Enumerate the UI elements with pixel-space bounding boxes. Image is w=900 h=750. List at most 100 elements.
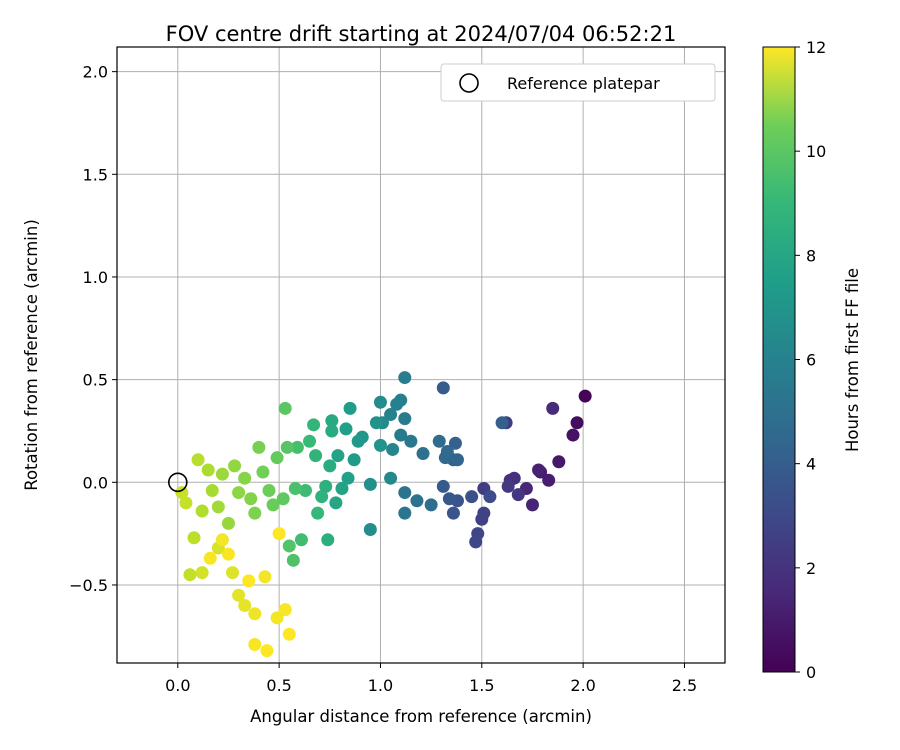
scatter-point xyxy=(311,506,325,520)
x-tick-label: 1.5 xyxy=(469,676,494,695)
colorbar-tick-label: 6 xyxy=(806,351,816,370)
scatter-point xyxy=(321,533,335,547)
scatter-point xyxy=(566,428,580,442)
colorbar-tick-label: 12 xyxy=(806,38,826,57)
scatter-point xyxy=(331,449,345,463)
scatter-point xyxy=(205,484,219,498)
y-tick-label: 0.5 xyxy=(83,371,108,390)
x-tick-label: 0.0 xyxy=(165,676,190,695)
scatter-point xyxy=(495,416,509,430)
scatter-point xyxy=(278,401,292,415)
scatter-point xyxy=(290,440,304,454)
scatter-point xyxy=(329,496,343,510)
legend: Reference platepar xyxy=(440,63,716,102)
scatter-point xyxy=(238,471,252,485)
scatter-point xyxy=(394,428,408,442)
scatter-point xyxy=(552,455,566,469)
scatter-point xyxy=(432,434,446,448)
scatter-point xyxy=(351,434,365,448)
scatter-point xyxy=(242,574,256,588)
legend-reference-marker xyxy=(459,73,479,93)
scatter-point xyxy=(363,523,377,537)
scatter-point xyxy=(195,504,209,518)
legend-label: Reference platepar xyxy=(507,74,660,93)
scatter-point xyxy=(440,445,454,459)
scatter-point xyxy=(339,422,353,436)
x-tick-label: 1.0 xyxy=(368,676,393,695)
y-axis-label: Rotation from reference (arcmin) xyxy=(22,219,41,491)
colorbar-label: Hours from first FF file xyxy=(843,268,862,452)
scatter-point xyxy=(294,533,308,547)
scatter-point xyxy=(303,434,317,448)
scatter-point xyxy=(373,438,387,452)
scatter-point xyxy=(532,463,546,477)
colorbar-gradient xyxy=(762,46,796,673)
legend-box xyxy=(440,63,716,102)
plot-frame xyxy=(116,46,726,664)
x-axis-label: Angular distance from reference (arcmin) xyxy=(250,707,592,726)
scatter-point xyxy=(436,381,450,395)
x-tick-label: 2.0 xyxy=(570,676,595,695)
x-axis-ticks: 0.0 0.5 1.0 1.5 2.0 2.5 xyxy=(165,663,697,695)
scatter-point xyxy=(398,371,412,385)
scatter-point xyxy=(347,453,361,467)
scatter-point xyxy=(442,492,456,506)
y-tick-label: −0.5 xyxy=(69,576,108,595)
scatter-point xyxy=(203,551,217,565)
scatter-point xyxy=(450,453,464,467)
scatter-point xyxy=(525,498,539,512)
scatter-point xyxy=(323,459,337,473)
scatter-point xyxy=(191,453,205,467)
scatter-point xyxy=(570,416,584,430)
scatter-point xyxy=(282,627,296,641)
colorbar: 0 2 4 6 8 10 12 Hours from first FF file xyxy=(762,38,862,682)
scatter-point xyxy=(424,498,438,512)
scatter-point xyxy=(252,440,266,454)
scatter-point xyxy=(373,395,387,409)
scatter-point xyxy=(483,490,497,504)
scatter-point xyxy=(248,506,262,520)
scatter-point xyxy=(183,568,197,582)
y-tick-label: 1.0 xyxy=(83,268,108,287)
scatter-point xyxy=(469,535,483,549)
scatter-point xyxy=(325,414,339,428)
scatter-point xyxy=(578,389,592,403)
scatter-point xyxy=(211,500,225,514)
scatter-point xyxy=(465,490,479,504)
scatter-point xyxy=(195,566,209,580)
scatter-point xyxy=(307,418,321,432)
scatter-point xyxy=(258,570,272,584)
scatter-point xyxy=(319,479,333,493)
y-tick-label: 2.0 xyxy=(83,63,108,82)
y-tick-label: 1.5 xyxy=(83,165,108,184)
scatter-point xyxy=(215,467,229,481)
scatter-point xyxy=(315,490,329,504)
scatter-point xyxy=(226,566,240,580)
scatter-point xyxy=(270,611,284,625)
scatter-point xyxy=(477,506,491,520)
scatter-point xyxy=(288,481,302,495)
scatter-point xyxy=(221,516,235,530)
scatter-point xyxy=(369,416,383,430)
colorbar-tick-label: 4 xyxy=(806,455,816,474)
scatter-point xyxy=(404,434,418,448)
scatter-point xyxy=(228,459,242,473)
x-tick-label: 2.5 xyxy=(672,676,697,695)
colorbar-ticks: 0 2 4 6 8 10 12 xyxy=(795,38,826,682)
scatter-point xyxy=(201,463,215,477)
scatter-point xyxy=(282,539,296,553)
grid xyxy=(117,47,725,663)
x-tick-label: 0.5 xyxy=(266,676,291,695)
scatter-point xyxy=(278,603,292,617)
scatter-point xyxy=(221,547,235,561)
scatter-point xyxy=(416,447,430,461)
scatter-point xyxy=(262,484,276,498)
scatter-point xyxy=(280,440,294,454)
data-points xyxy=(175,371,592,658)
colorbar-tick-label: 8 xyxy=(806,246,816,265)
chart-title: FOV centre drift starting at 2024/07/04 … xyxy=(166,22,677,46)
scatter-point xyxy=(384,408,398,422)
scatter-point xyxy=(436,479,450,493)
scatter-point xyxy=(341,471,355,485)
y-axis-ticks: −0.5 0.0 0.5 1.0 1.5 2.0 xyxy=(69,63,117,595)
